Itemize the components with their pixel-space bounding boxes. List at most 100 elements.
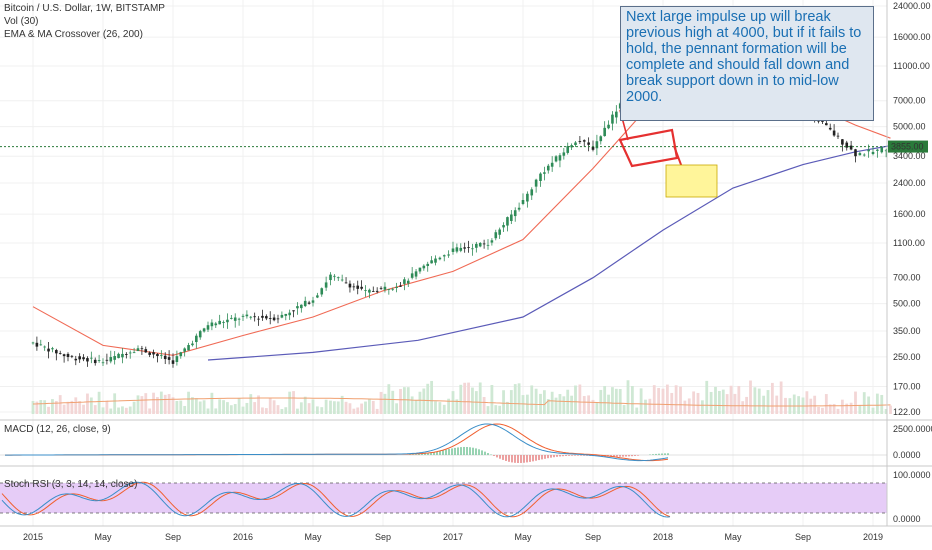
- volume-bar: [329, 400, 332, 414]
- candle-body: [352, 286, 356, 288]
- volume-bar: [391, 390, 395, 414]
- volume-bar: [101, 407, 105, 414]
- candle-body: [136, 348, 140, 352]
- candle-body: [422, 265, 426, 269]
- volume-bar: [280, 408, 284, 414]
- candle-body: [550, 162, 554, 167]
- price-axis-tick: 16000.00: [893, 32, 931, 42]
- candle-body: [451, 248, 455, 252]
- candle-body: [90, 357, 93, 359]
- volume-bar: [534, 388, 538, 414]
- volume-bar: [31, 401, 35, 414]
- volume-bar: [705, 380, 709, 414]
- candle-body: [434, 258, 437, 263]
- candle-body: [371, 291, 375, 292]
- price-axis-tick: 250.00: [893, 352, 921, 362]
- candle-body: [329, 274, 332, 281]
- macd-histogram-bar: [514, 455, 516, 463]
- candle-body: [558, 155, 562, 161]
- candle-body: [82, 357, 85, 360]
- volume-bar: [494, 405, 498, 414]
- volume-bar: [502, 390, 505, 414]
- volume-bar: [296, 408, 299, 414]
- volume-bar: [749, 380, 752, 414]
- candle-body: [86, 358, 89, 362]
- analysis-note: Next large impulse up will break previou…: [620, 6, 874, 121]
- candle-body: [534, 179, 538, 187]
- volume-bar: [648, 398, 652, 414]
- volume-bar: [779, 381, 783, 414]
- volume-bar: [144, 393, 148, 414]
- volume-bar: [797, 396, 801, 414]
- volume-bar: [498, 405, 502, 414]
- macd-histogram-bar: [508, 455, 510, 462]
- volume-bar: [128, 406, 132, 414]
- candle-body: [383, 286, 387, 290]
- macd-histogram-bar: [580, 455, 582, 456]
- volume-bar: [426, 383, 430, 414]
- volume-bar: [307, 403, 311, 414]
- candle-body: [128, 352, 132, 354]
- candle-body: [459, 247, 463, 251]
- candle-body: [478, 242, 482, 247]
- volume-bar: [683, 400, 687, 414]
- price-axis-tick: 700.00: [893, 273, 921, 283]
- volume-bar: [249, 394, 253, 414]
- volume-bar: [459, 384, 463, 414]
- candle-body: [490, 240, 494, 243]
- last-price-badge: [888, 140, 928, 153]
- candle-body: [539, 173, 542, 181]
- macd-histogram-bar: [421, 453, 423, 455]
- volume-bar: [482, 397, 486, 414]
- macd-histogram-bar: [490, 454, 492, 455]
- candlesticks: [31, 22, 892, 368]
- volume-bar: [486, 406, 490, 414]
- candle-body: [214, 323, 218, 326]
- volume-bar: [880, 394, 884, 414]
- price-axis-tick: 7000.00: [893, 96, 926, 106]
- volume-bar: [379, 391, 383, 414]
- candle-body: [253, 316, 256, 318]
- volume-bar: [332, 401, 336, 414]
- candle-body: [241, 315, 245, 317]
- macd-histogram-bar: [637, 455, 639, 456]
- volume-bar: [406, 387, 410, 414]
- candle-body: [230, 317, 233, 319]
- volume-bar: [622, 405, 626, 414]
- volume-bar: [268, 397, 272, 414]
- volume-bar: [578, 384, 582, 414]
- candle-body: [455, 247, 459, 252]
- volume-bar: [630, 385, 634, 414]
- candle-body: [368, 289, 371, 293]
- volume-bar: [753, 387, 757, 414]
- volume-bar: [194, 398, 198, 414]
- time-axis-tick: May: [514, 532, 532, 542]
- volume-bar: [156, 397, 159, 414]
- candle-body: [615, 111, 618, 118]
- candle-body: [836, 135, 840, 137]
- candle-body: [430, 260, 433, 264]
- volume-bar: [775, 395, 779, 414]
- volume-bar: [187, 391, 190, 414]
- macd-histogram-bar: [433, 452, 435, 455]
- volume-bar: [399, 388, 402, 414]
- candle-body: [832, 130, 836, 136]
- stoch-axis-top: 100.0000: [893, 470, 931, 480]
- macd-histogram-bar: [415, 454, 417, 455]
- macd-histogram-bar: [541, 455, 543, 460]
- volume-bar: [241, 406, 245, 414]
- volume-bar: [570, 395, 574, 414]
- volume-bar: [54, 400, 58, 414]
- candle-body: [599, 136, 603, 142]
- price-axis: 24000.00 16000.00 11000.00 7000.00 5000.00 34…: [893, 1, 931, 417]
- candle-body: [379, 287, 383, 289]
- volume-bar: [478, 382, 482, 414]
- candle-body: [163, 355, 167, 360]
- volume-bar: [467, 382, 470, 414]
- candle-body: [871, 151, 875, 155]
- volume-bar: [383, 393, 387, 414]
- stoch-rsi-pane: [0, 481, 887, 518]
- volume-bar: [43, 400, 47, 414]
- candle-body: [187, 345, 190, 351]
- candle-body: [482, 243, 486, 245]
